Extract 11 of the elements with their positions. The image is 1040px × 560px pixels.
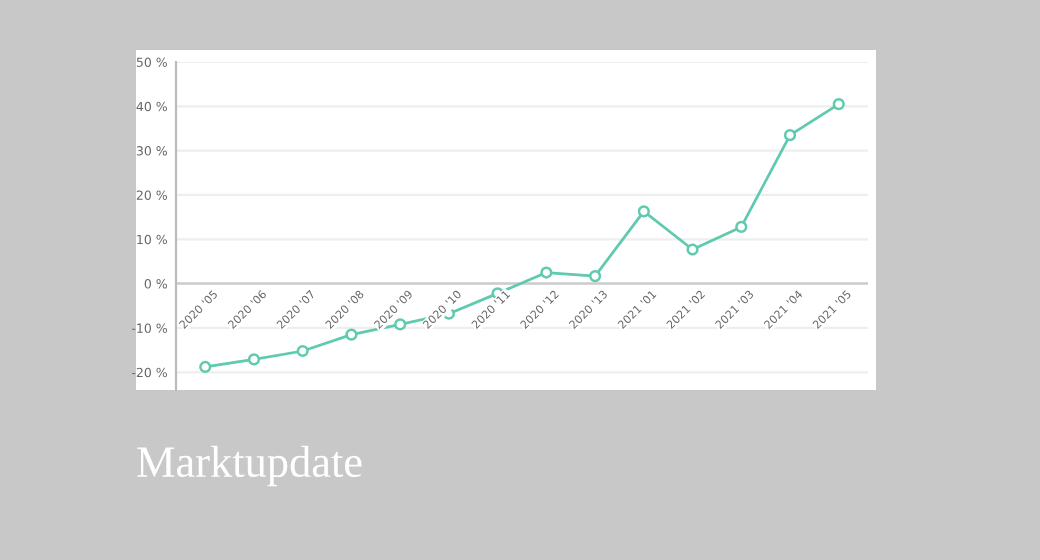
point (345, 328, 358, 341)
point (783, 129, 797, 142)
point (588, 269, 602, 283)
point (686, 243, 699, 256)
point (735, 220, 748, 233)
point (637, 205, 650, 218)
point (296, 344, 309, 358)
point (540, 266, 553, 279)
point (199, 360, 212, 374)
point (832, 98, 845, 111)
point (247, 353, 261, 366)
